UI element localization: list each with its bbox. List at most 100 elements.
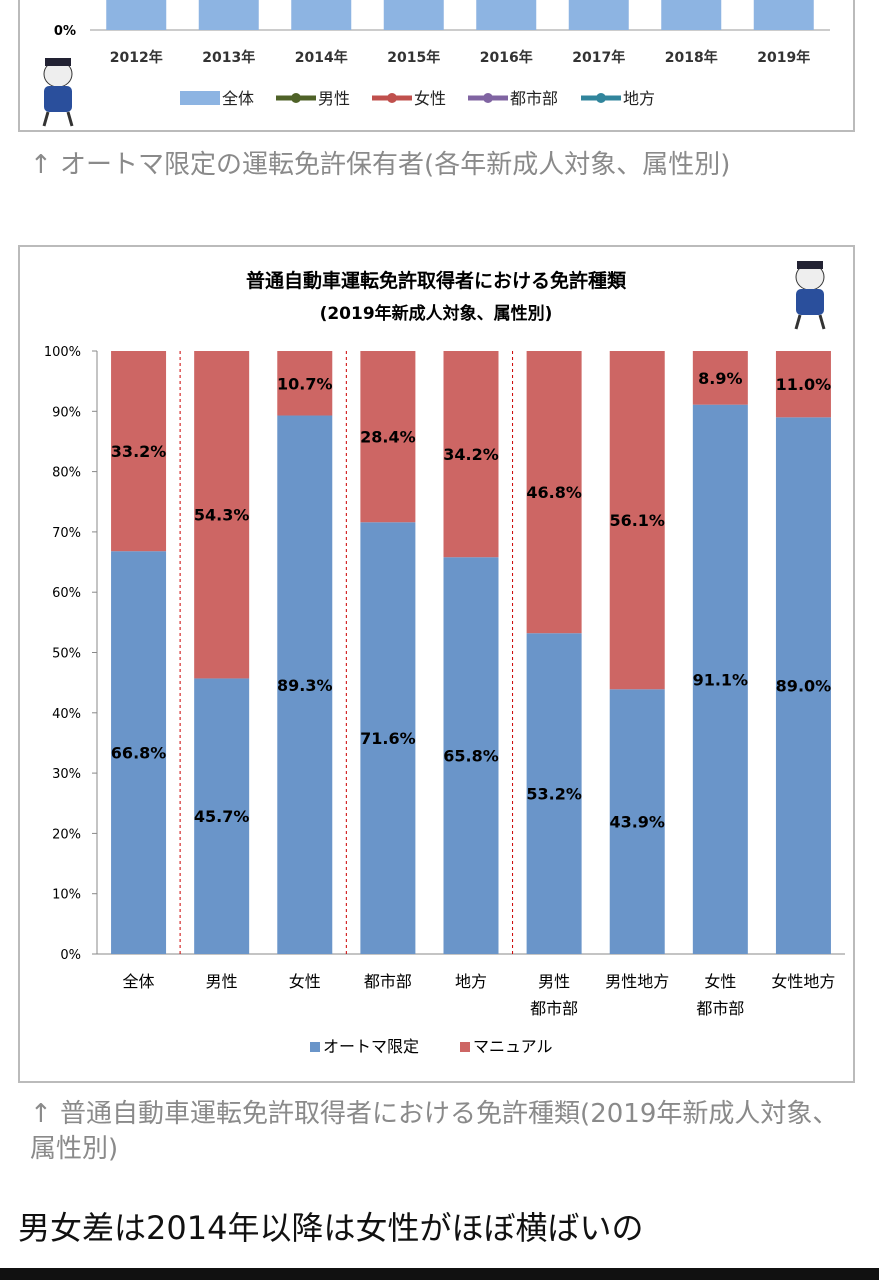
y-tick-label: 40%	[52, 707, 81, 722]
x-tick-label: 男性地方	[605, 972, 669, 991]
bar	[106, 0, 167, 30]
data-label-auto: 53.2%	[526, 785, 582, 804]
data-label-auto: 91.1%	[693, 670, 749, 689]
chart-license-type-svg: 普通自動車運転免許取得者における免許種類 (2019年新成人対象、属性別) 0% 10…	[44, 269, 845, 1056]
legend-label: 地方	[623, 89, 655, 108]
data-label-auto: 89.3%	[277, 676, 333, 695]
data-label-manual: 28.4%	[360, 428, 416, 447]
data-label-manual: 11.0%	[776, 375, 832, 394]
x-tick-label: 女性地方	[771, 972, 835, 991]
x-tick-label: 女性	[289, 972, 321, 991]
bar-manual	[194, 351, 250, 679]
bar-manual	[526, 351, 582, 634]
x-tick-label: 都市部	[696, 999, 744, 1018]
bar-auto	[775, 417, 831, 954]
bar-auto	[692, 404, 748, 954]
bar-manual	[111, 351, 167, 552]
x-tick-label: 2012年	[110, 49, 163, 66]
data-label-manual: 8.9%	[698, 369, 742, 388]
y-tick-label: 20%	[52, 827, 81, 842]
x-tick-label: 都市部	[530, 999, 578, 1018]
bar-manual	[692, 351, 748, 405]
bar-auto	[277, 415, 333, 954]
legend-swatch	[180, 91, 220, 105]
bar-manual	[609, 351, 665, 690]
chart-by-year-svg: 0% 2012年 2013年 2014年 2015年 2016年 2017年 2018年 201…	[54, 0, 830, 108]
chart-license-type: 普通自動車運転免許取得者における免許種類 (2019年新成人対象、属性別) 0% 10…	[18, 245, 855, 1083]
x-tick-label: 2017年	[572, 49, 625, 66]
y-tick-label: 80%	[52, 466, 81, 481]
legend-label: 男性	[318, 89, 350, 108]
legend-label: オートマ限定	[323, 1037, 419, 1056]
legend-label: マニュアル	[473, 1037, 553, 1056]
x-tick-label: 2014年	[295, 49, 348, 66]
bar-auto	[111, 551, 167, 954]
x-tick-label: 全体	[123, 972, 155, 991]
bar	[291, 0, 352, 30]
bar-manual	[775, 351, 831, 418]
data-label-auto: 89.0%	[776, 677, 832, 696]
bar-manual	[277, 351, 333, 416]
bar-auto	[194, 678, 250, 954]
y-tick-label: 70%	[52, 526, 81, 541]
legend-marker	[596, 93, 606, 103]
data-label-manual: 56.1%	[609, 511, 665, 530]
x-tick-label: 男性	[538, 972, 570, 991]
data-label-auto: 43.9%	[609, 813, 665, 832]
x-tick-label: 2019年	[757, 49, 810, 66]
caption-2: ↑ 普通自動車運転免許取得者における免許種類(2019年新成人対象、属性別)	[30, 1099, 839, 1164]
y-tick-label: 100%	[44, 345, 81, 360]
legend-marker	[483, 93, 493, 103]
legend-label: 都市部	[510, 89, 558, 108]
data-label-manual: 10.7%	[277, 374, 333, 393]
bar	[383, 0, 444, 30]
data-label-auto: 65.8%	[443, 747, 499, 766]
y-tick-label: 90%	[52, 405, 81, 420]
bar	[476, 0, 537, 30]
data-label-manual: 33.2%	[111, 442, 167, 461]
x-tick-label: 2018年	[665, 49, 718, 66]
bar	[568, 0, 629, 30]
bottom-bar	[0, 1268, 879, 1280]
data-label-manual: 54.3%	[194, 506, 250, 525]
x-tick-label: 都市部	[364, 972, 412, 991]
bar-manual	[360, 351, 416, 523]
data-label-auto: 45.7%	[194, 807, 250, 826]
legend-swatch	[460, 1042, 470, 1052]
bar	[198, 0, 259, 30]
x-tick-label: 2013年	[202, 49, 255, 66]
legend-label: 全体	[222, 89, 254, 108]
legend-swatch	[310, 1042, 320, 1052]
y-tick-label: 60%	[52, 586, 81, 601]
data-label-auto: 71.6%	[360, 729, 416, 748]
bar-auto	[360, 522, 416, 954]
data-label-auto: 66.8%	[111, 744, 167, 763]
bar	[661, 0, 722, 30]
chart-title: 普通自動車運転免許取得者における免許種類	[246, 269, 627, 292]
caption-1: ↑ オートマ限定の運転免許保有者(各年新成人対象、属性別)	[30, 150, 731, 180]
chart-by-year: 0% 2012年 2013年 2014年 2015年 2016年 2017年 2018年 201…	[18, 0, 855, 132]
x-tick-label: 2016年	[480, 49, 533, 66]
data-label-manual: 46.8%	[526, 483, 582, 502]
bar-manual	[443, 351, 499, 558]
bar	[753, 0, 814, 30]
legend-label: 女性	[414, 89, 446, 108]
legend-marker	[387, 93, 397, 103]
data-label-manual: 34.2%	[443, 445, 499, 464]
x-tick-label: 2015年	[387, 49, 440, 66]
x-tick-label: 男性	[206, 972, 238, 991]
x-tick-label: 地方	[455, 972, 487, 991]
bar-auto	[443, 557, 499, 954]
y-tick-label: 30%	[52, 767, 81, 782]
mascot-icon	[794, 261, 826, 330]
y-tick-label: 50%	[52, 647, 81, 662]
mascot-icon	[42, 58, 74, 127]
bar-auto	[609, 689, 665, 954]
y-tick-label: 0%	[54, 24, 76, 39]
chart-subtitle: (2019年新成人対象、属性別)	[320, 303, 553, 324]
y-tick-label: 0%	[60, 948, 81, 963]
legend-marker	[291, 93, 301, 103]
y-tick-label: 10%	[52, 888, 81, 903]
body-text: 男女差は2014年以降は女性がほぼ横ばいの	[18, 1209, 644, 1247]
bar-auto	[526, 633, 582, 954]
